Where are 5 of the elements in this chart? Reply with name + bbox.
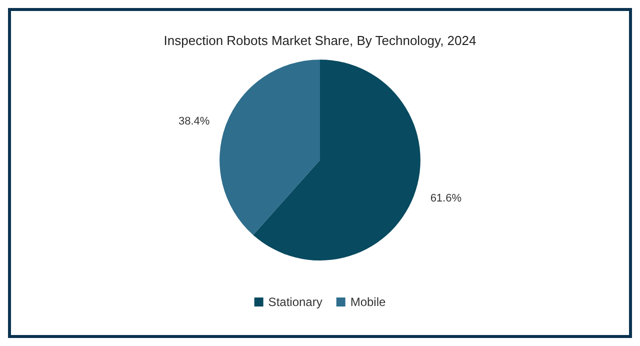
legend-label: Stationary <box>268 295 322 309</box>
data-label: 61.6% <box>430 192 462 205</box>
data-label: 38.4% <box>178 115 210 128</box>
legend-label: Mobile <box>350 295 386 309</box>
chart-title: Inspection Robots Market Share, By Technology, 2024 <box>164 33 476 48</box>
